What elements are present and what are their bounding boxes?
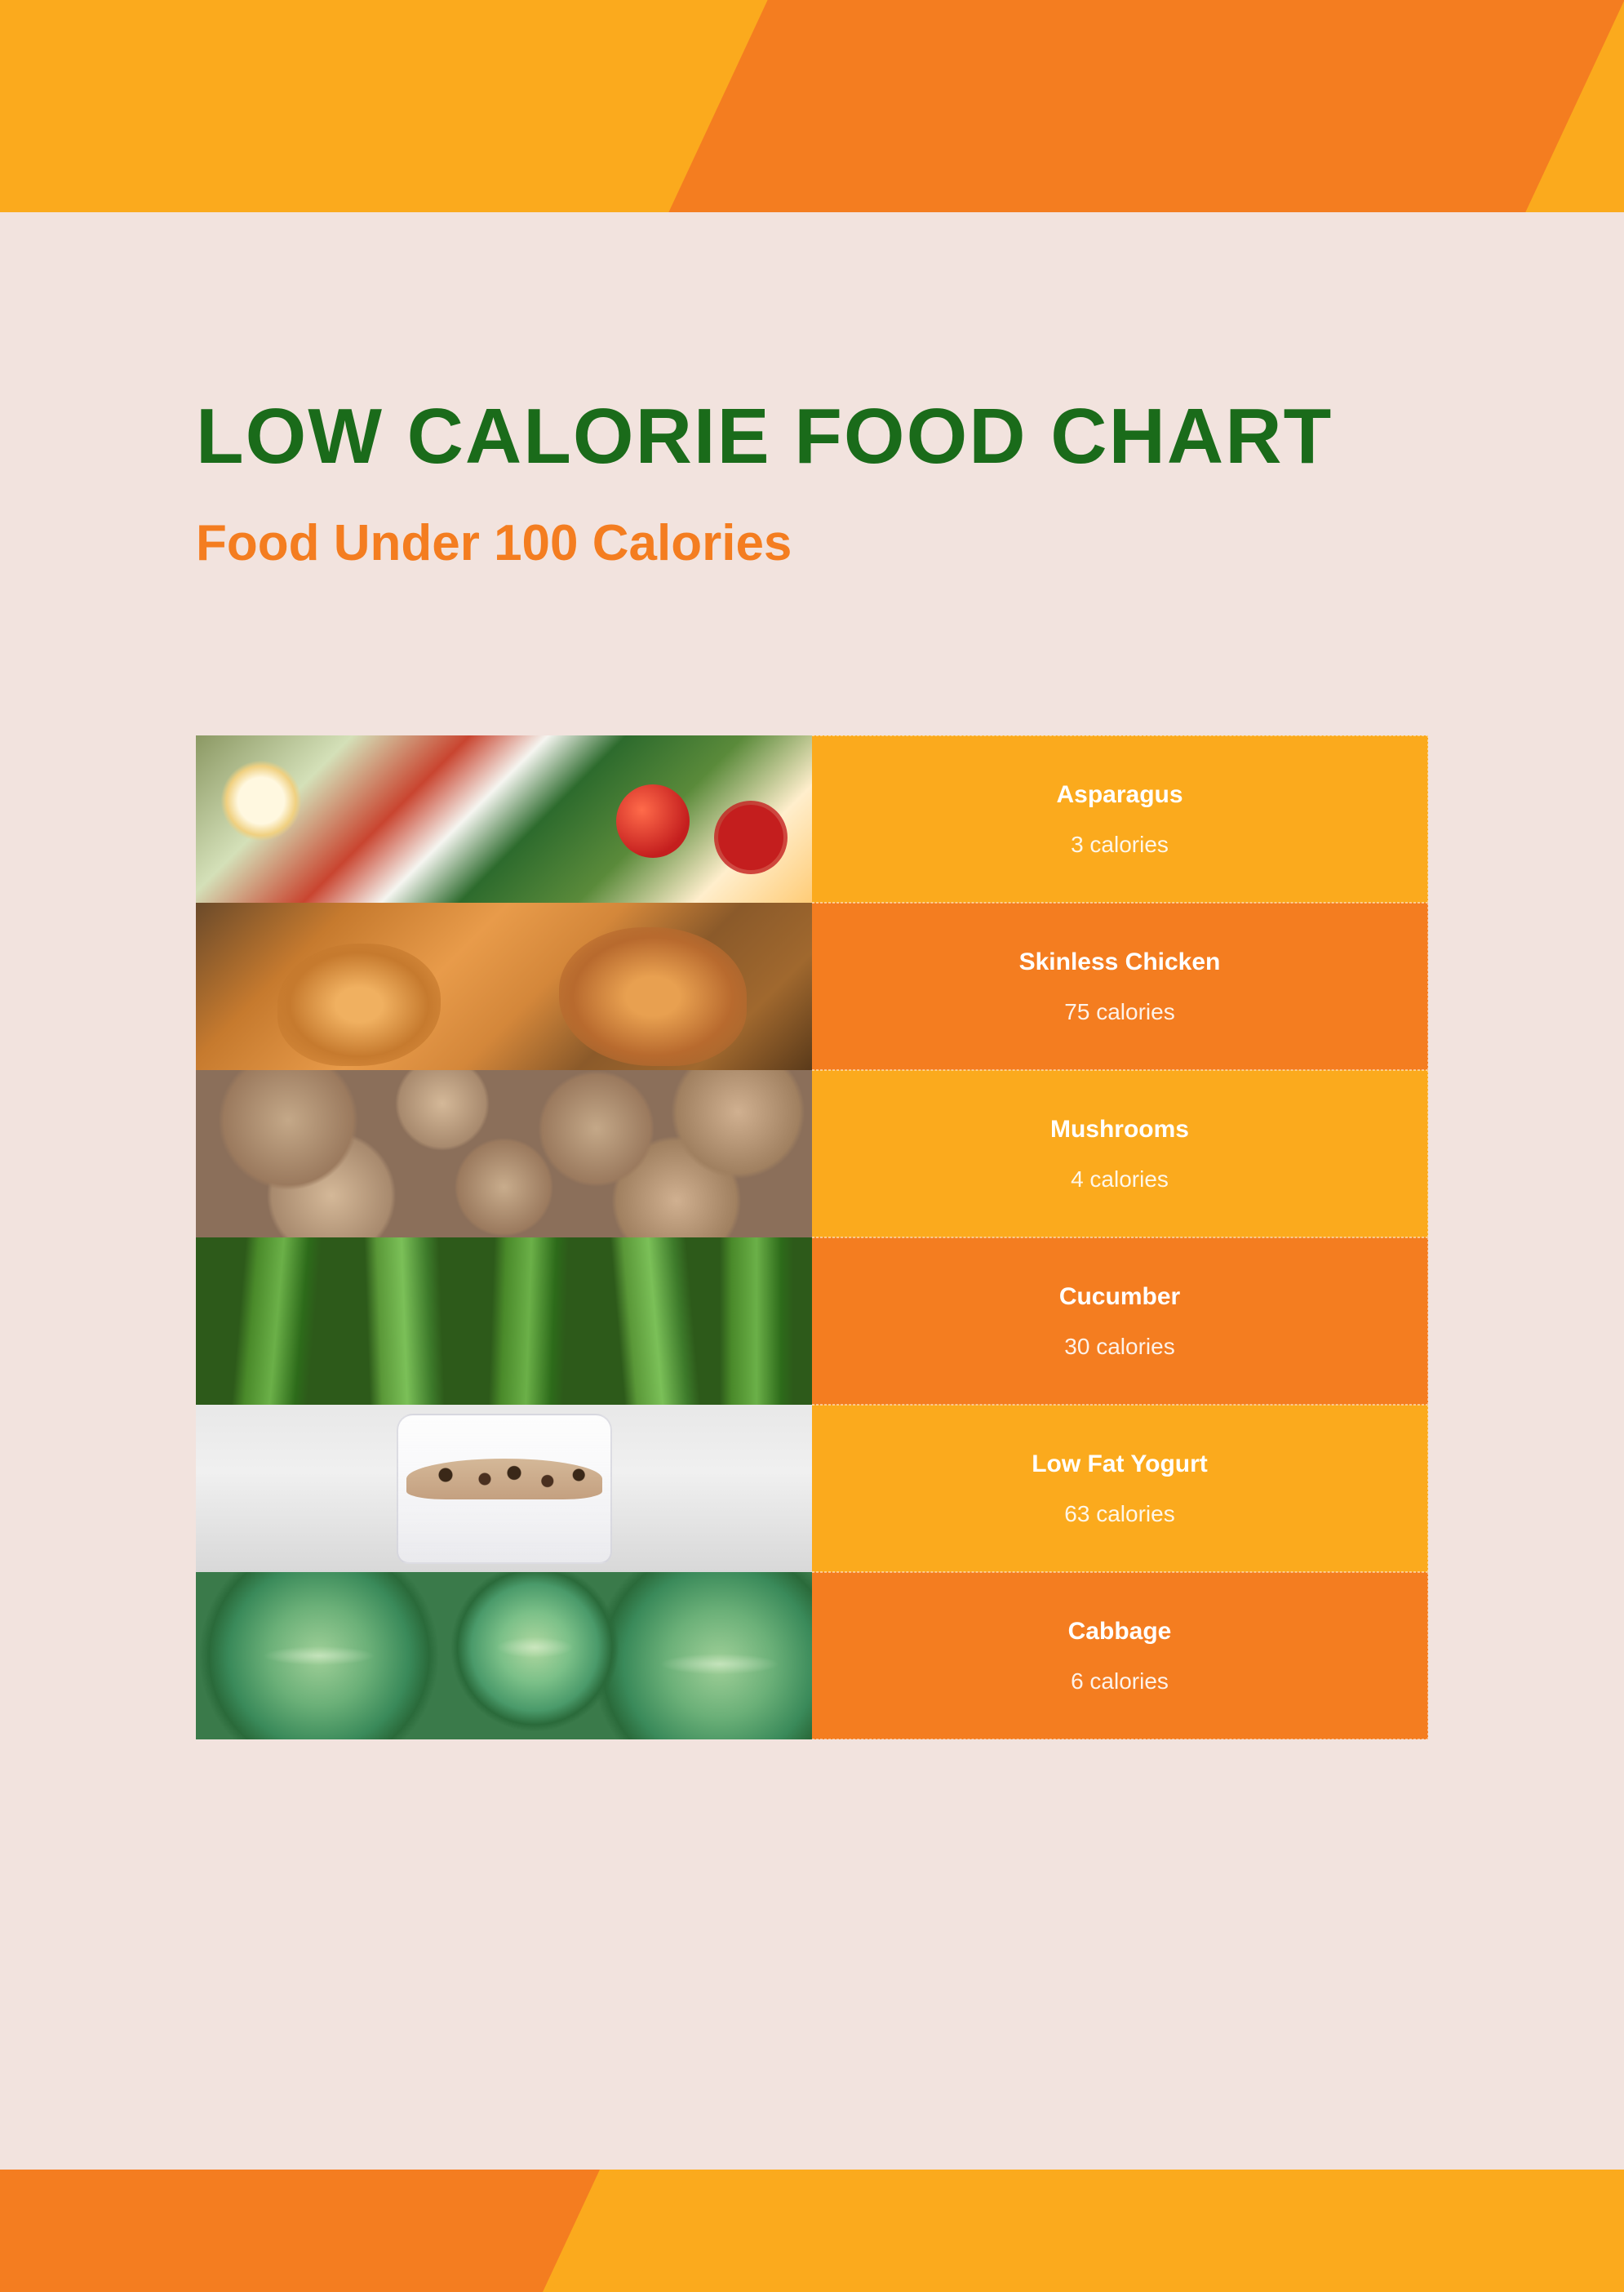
- food-image-chicken: [196, 903, 812, 1070]
- chart-row: Low Fat Yogurt 63 calories: [196, 1405, 1428, 1572]
- page: LOW CALORIE FOOD CHART Food Under 100 Ca…: [0, 0, 1624, 2292]
- food-label: Cucumber 30 calories: [812, 1237, 1428, 1405]
- food-calories: 6 calories: [1071, 1668, 1169, 1695]
- food-image-yogurt: [196, 1405, 812, 1572]
- banner-top: [0, 0, 1624, 212]
- banner-bottom: [0, 2170, 1624, 2292]
- food-name: Low Fat Yogurt: [1032, 1450, 1208, 1478]
- food-image-cabbage: [196, 1572, 812, 1739]
- chart-row: Asparagus 3 calories: [196, 735, 1428, 903]
- chart-row: Cucumber 30 calories: [196, 1237, 1428, 1405]
- food-image-mushroom: [196, 1070, 812, 1237]
- food-label: Mushrooms 4 calories: [812, 1070, 1428, 1237]
- food-chart: Asparagus 3 calories Skinless Chicken 75…: [196, 735, 1428, 1739]
- chart-row: Mushrooms 4 calories: [196, 1070, 1428, 1237]
- banner-stripe: [668, 0, 1624, 212]
- page-subtitle: Food Under 100 Calories: [196, 514, 1428, 572]
- food-calories: 30 calories: [1064, 1334, 1174, 1360]
- food-calories: 63 calories: [1064, 1501, 1174, 1527]
- food-label: Low Fat Yogurt 63 calories: [812, 1405, 1428, 1572]
- banner-stripe: [0, 2170, 600, 2292]
- chart-row: Skinless Chicken 75 calories: [196, 903, 1428, 1070]
- food-label: Skinless Chicken 75 calories: [812, 903, 1428, 1070]
- food-label: Cabbage 6 calories: [812, 1572, 1428, 1739]
- chart-row: Cabbage 6 calories: [196, 1572, 1428, 1739]
- food-calories: 75 calories: [1064, 999, 1174, 1025]
- food-name: Cucumber: [1059, 1283, 1180, 1311]
- food-name: Cabbage: [1068, 1618, 1172, 1646]
- food-image-asparagus: [196, 735, 812, 903]
- food-label: Asparagus 3 calories: [812, 735, 1428, 903]
- food-name: Skinless Chicken: [1019, 948, 1221, 976]
- food-calories: 3 calories: [1071, 832, 1169, 858]
- content: LOW CALORIE FOOD CHART Food Under 100 Ca…: [0, 212, 1624, 1739]
- food-name: Mushrooms: [1050, 1116, 1189, 1144]
- food-image-cucumber: [196, 1237, 812, 1405]
- page-title: LOW CALORIE FOOD CHART: [196, 392, 1428, 482]
- food-name: Asparagus: [1056, 781, 1183, 809]
- food-calories: 4 calories: [1071, 1166, 1169, 1193]
